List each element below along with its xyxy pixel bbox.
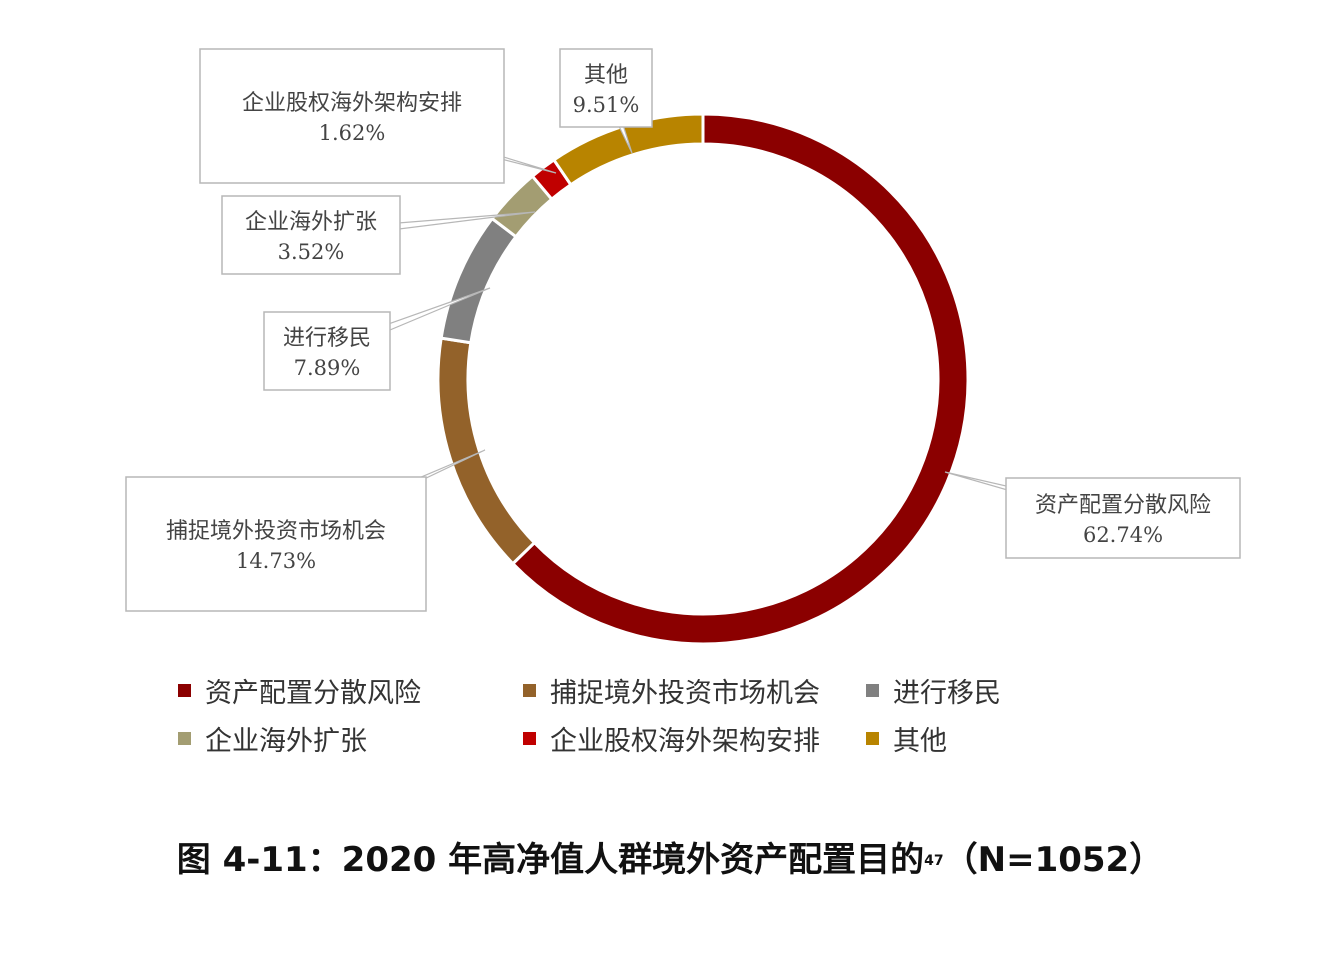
- legend-swatch: [178, 683, 191, 697]
- data-label-category: 其他: [584, 63, 628, 88]
- chart-legend: 资产配置分散风险 捕捉境外投资市场机会 进行移民 企业海外扩张 企业股权海外架构…: [170, 666, 1070, 762]
- legend-item: 企业股权海外架构安排: [515, 719, 858, 758]
- callout-box: [125, 476, 427, 612]
- data-label-value: 62.74%: [1083, 523, 1163, 547]
- legend-swatch: [523, 683, 536, 697]
- footnote-marker: 47: [924, 853, 944, 869]
- data-label-value: 14.73%: [236, 549, 316, 573]
- legend-swatch: [523, 731, 536, 745]
- callout-box: [559, 48, 653, 128]
- callout-box: [199, 48, 505, 184]
- chart-title-text: 图 4-11：2020 年高净值人群境外资产配置目的: [176, 840, 925, 880]
- data-label-category: 捕捉境外投资市场机会: [166, 519, 386, 544]
- callout-box: [221, 195, 401, 275]
- legend-label: 捕捉境外投资市场机会: [550, 677, 820, 709]
- legend-label: 企业海外扩张: [205, 725, 367, 757]
- callout-box: [263, 311, 391, 391]
- legend-item: 资产配置分散风险: [170, 671, 515, 710]
- legend-swatch: [866, 731, 879, 745]
- legend-label: 其他: [893, 725, 947, 757]
- legend-item: 企业海外扩张: [170, 719, 515, 758]
- donut-slice: [551, 112, 705, 187]
- legend-item: 捕捉境外投资市场机会: [515, 671, 858, 710]
- legend-swatch: [866, 683, 879, 697]
- donut-slice: [510, 112, 970, 646]
- legend-label: 企业股权海外架构安排: [550, 725, 820, 757]
- legend-item: 其他: [858, 719, 947, 758]
- chart-title-suffix: （N=1052）: [943, 840, 1164, 880]
- data-label-value: 7.89%: [294, 356, 361, 380]
- legend-label: 资产配置分散风险: [205, 677, 421, 709]
- legend-item: 进行移民: [858, 671, 1001, 710]
- data-label-category: 企业股权海外架构安排: [242, 91, 462, 116]
- callout-box: [1005, 477, 1241, 559]
- data-label-category: 进行移民: [283, 326, 371, 351]
- legend-swatch: [178, 731, 191, 745]
- data-label-value: 3.52%: [278, 240, 345, 264]
- donut-slice: [436, 336, 537, 566]
- donut-slice: [439, 216, 519, 345]
- data-label-value: 1.62%: [319, 121, 386, 145]
- legend-label: 进行移民: [893, 677, 1001, 709]
- data-label-category: 资产配置分散风险: [1035, 493, 1211, 518]
- chart-title: 图 4-11：2020 年高净值人群境外资产配置目的47（N=1052）: [0, 832, 1340, 881]
- data-label-category: 企业海外扩张: [245, 210, 377, 235]
- data-label-value: 9.51%: [573, 93, 640, 117]
